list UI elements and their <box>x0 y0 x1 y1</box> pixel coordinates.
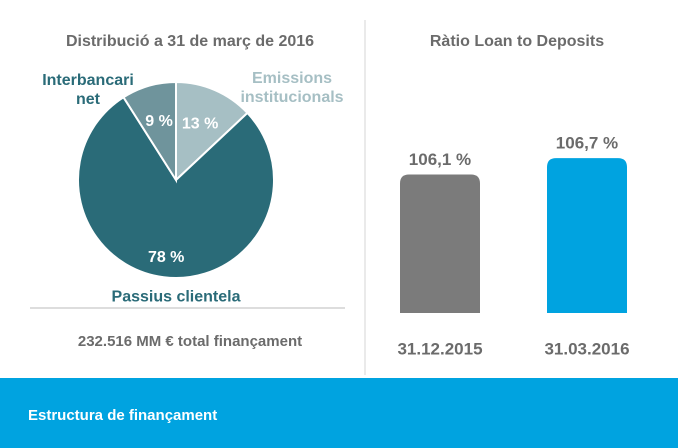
category-label: Emissions institucionals <box>240 70 344 106</box>
category-label: Passius clientela <box>111 288 241 306</box>
pie-slice <box>77 95 275 279</box>
bar <box>547 158 627 313</box>
pie-slice <box>122 80 177 184</box>
pie-title: Distribució a 31 de març de 2016 <box>66 33 314 50</box>
bar-title: Ràtio Loan to Deposits <box>430 33 604 50</box>
value-label: 9 % <box>145 113 173 130</box>
value-label: 78 % <box>148 249 184 266</box>
value-label: 106,1 % <box>409 150 471 169</box>
bar <box>400 174 480 313</box>
category-label: Interbancari net <box>42 72 134 108</box>
x-tick-label: 31.03.2016 <box>544 339 629 358</box>
pie-caption: 232.516 MM € total finançament <box>78 333 302 350</box>
x-tick-label: 31.12.2015 <box>397 339 482 358</box>
footer-title: Estructura de finançament <box>28 407 217 424</box>
value-label: 13 % <box>182 115 218 132</box>
value-label: 106,7 % <box>556 134 618 153</box>
pie-slice <box>175 80 249 183</box>
footer-band <box>0 378 678 448</box>
